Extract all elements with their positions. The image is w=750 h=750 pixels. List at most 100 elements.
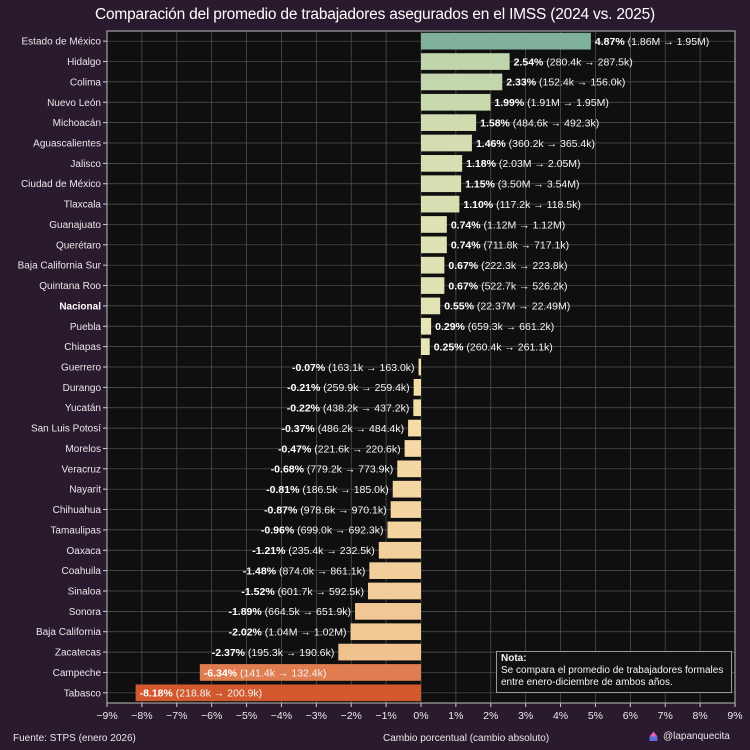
data-label: -0.07% (163.1k → 163.0k) (292, 362, 415, 374)
bar (421, 134, 472, 152)
bar (421, 236, 447, 254)
bar (397, 460, 421, 478)
data-label: 0.74% (1.12M → 1.12M) (451, 219, 565, 231)
x-tick-label: 0% (413, 710, 428, 722)
data-label: 0.74% (711.8k → 717.1k) (451, 240, 569, 252)
bar (421, 73, 503, 91)
data-label: -8.18% (218.8k → 200.9k) (140, 688, 263, 700)
y-tick-label: Guerrero (61, 363, 101, 374)
bar (413, 379, 421, 396)
y-tick-label: Tamaulipas (50, 525, 101, 536)
bar (421, 256, 445, 274)
data-label: 1.99% (1.91M → 1.95M) (494, 97, 608, 109)
bar (421, 277, 445, 294)
bar (421, 297, 441, 315)
x-axis-label: Cambio porcentual (cambio absoluto) (383, 733, 550, 744)
y-tick-label: Estado de México (22, 37, 102, 48)
bar (421, 175, 462, 193)
data-label: -1.89% (664.5k → 651.9k) (228, 606, 351, 618)
bar (421, 93, 491, 111)
bar (390, 501, 421, 518)
data-label: 0.29% (659.3k → 661.2k) (435, 321, 554, 333)
y-tick-label: Ciudad de México (21, 179, 101, 190)
bar (338, 643, 421, 661)
bar (408, 419, 421, 437)
data-label: 1.58% (484.6k → 492.3k) (480, 117, 599, 129)
y-tick-label: Colima (70, 77, 102, 88)
y-tick-label: Michoacán (53, 118, 101, 129)
bar (421, 317, 432, 335)
bar (421, 114, 477, 131)
bar (367, 582, 421, 600)
y-tick-label: Aguascalientes (33, 139, 101, 150)
x-tick-label: 3% (518, 710, 533, 722)
note-title: Nota: (501, 653, 527, 664)
note-line-1: Se compara el promedio de trabajadores f… (501, 665, 724, 676)
data-label: -0.81% (186.5k → 185.0k) (266, 484, 389, 496)
bar (413, 399, 421, 417)
data-label: -1.52% (601.7k → 592.5k) (241, 586, 364, 598)
x-tick-label: 4% (553, 710, 568, 722)
y-tick-label: Sinaloa (68, 587, 102, 598)
y-tick-label: Baja California (36, 627, 101, 638)
data-label: 1.15% (3.50M → 3.54M) (465, 179, 579, 191)
note-line-2: entre enero-diciembre de ambos años. (501, 677, 673, 688)
x-tick-label: −3% (306, 710, 327, 722)
y-tick-label: Guanajuato (49, 220, 101, 231)
data-label: 1.18% (2.03M → 2.05M) (466, 158, 580, 170)
bar (421, 155, 463, 172)
y-tick-label: Chiapas (64, 342, 101, 353)
data-label: 0.67% (222.3k → 223.8k) (448, 260, 567, 272)
x-tick-label: 1% (448, 710, 463, 722)
data-label: -0.68% (779.2k → 773.9k) (271, 464, 394, 476)
source-text: Fuente: STPS (enero 2026) (13, 733, 136, 744)
bar (421, 32, 591, 50)
plot-frame (106, 30, 736, 704)
data-label: -0.22% (438.2k → 437.2k) (287, 403, 410, 415)
data-labels: 4.87% (1.86M → 1.95M) 2.54% (280.4k → 287… (140, 36, 710, 700)
x-tick-label: 9% (727, 710, 742, 722)
y-tick-label: Quintana Roo (39, 281, 101, 292)
x-tick-label: −9% (96, 710, 117, 722)
data-label: -0.21% (259.9k → 259.4k) (287, 382, 410, 394)
bar (421, 338, 430, 355)
y-tick-label: Chihuahua (53, 505, 102, 516)
bar (421, 53, 510, 70)
note-box: Nota: Se compara el promedio de trabajad… (496, 651, 732, 693)
data-label: -2.37% (195.3k → 190.6k) (212, 647, 335, 659)
credit-handle: @lapanquecita (663, 731, 730, 742)
data-label: 2.33% (152.4k → 156.0k) (506, 77, 625, 89)
x-tick-label: 2% (483, 710, 498, 722)
y-tick-label: Morelos (65, 444, 101, 455)
data-label: 2.54% (280.4k → 287.5k) (514, 56, 633, 68)
bar (135, 684, 421, 702)
y-tick-label: Nacional (59, 301, 101, 312)
bar (418, 358, 421, 376)
data-label: 0.25% (260.4k → 261.1k) (434, 341, 553, 353)
y-tick-label: Durango (63, 383, 102, 394)
bar (387, 521, 421, 539)
x-tick-label: −4% (271, 710, 292, 722)
x-tick-label: −8% (131, 710, 152, 722)
y-tick-label: Querétaro (56, 240, 101, 251)
y-tick-label: Campeche (53, 668, 102, 679)
y-tick-label: Sonora (69, 607, 102, 618)
x-axis: −9% −8% −7% −6% −5% −4% −3% −2% −1% 0% 1% 2% 3% 4% 5% 6… (96, 703, 743, 722)
data-label: 1.46% (360.2k → 365.4k) (476, 138, 595, 150)
y-tick-label: Jalisco (70, 159, 101, 170)
x-tick-label: −5% (236, 710, 257, 722)
x-tick-label: 6% (623, 710, 638, 722)
y-tick-label: Yucatán (65, 403, 101, 414)
bar (421, 195, 460, 213)
y-tick-label: Tabasco (64, 688, 102, 699)
bar (392, 480, 421, 498)
data-label: -6.34% (141.4k → 132.4k) (204, 667, 327, 679)
chart-title: Comparación del promedio de trabajadores… (95, 6, 655, 23)
data-label: 0.55% (22.37M → 22.49M) (444, 301, 570, 313)
x-tick-label: 8% (693, 710, 708, 722)
y-tick-label: Hidalgo (67, 57, 101, 68)
data-label: -0.96% (699.0k → 692.3k) (261, 525, 384, 537)
data-label: 4.87% (1.86M → 1.95M) (595, 36, 709, 48)
data-label: -1.48% (874.0k → 861.1k) (243, 565, 366, 577)
